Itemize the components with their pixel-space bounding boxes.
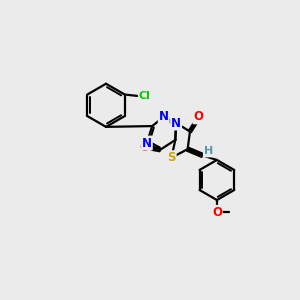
Text: Cl: Cl: [139, 91, 151, 101]
Text: O: O: [212, 206, 222, 219]
Text: N: N: [159, 110, 169, 123]
Text: O: O: [140, 141, 149, 154]
Text: H: H: [204, 146, 213, 157]
Text: O: O: [194, 110, 203, 123]
Text: N: N: [171, 116, 181, 130]
Text: N: N: [142, 136, 152, 149]
Text: S: S: [167, 151, 176, 164]
